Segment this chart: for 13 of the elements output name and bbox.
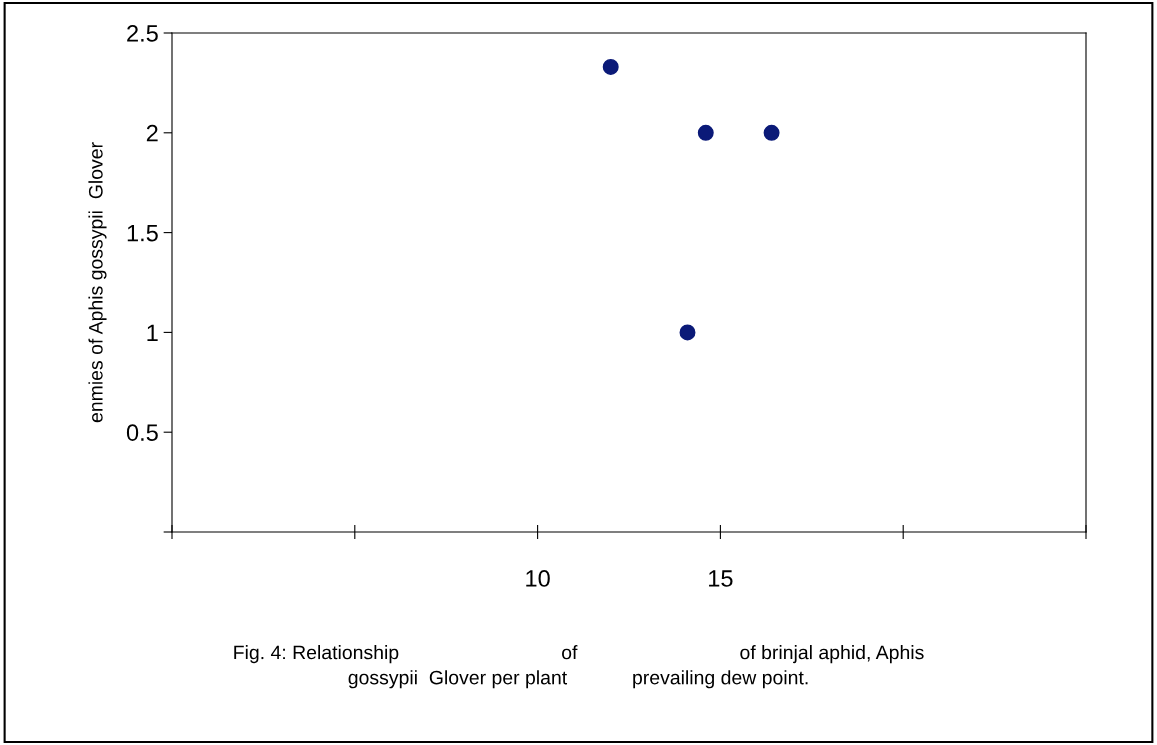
point — [763, 124, 780, 141]
y-tick-label: 2 — [146, 124, 158, 142]
x-tick-label: 10 — [526, 570, 550, 587]
y-tick-label: 1.5 — [127, 224, 158, 242]
point — [602, 58, 619, 75]
point — [697, 124, 714, 141]
point — [679, 324, 696, 341]
y-axis-title: enmies of Aphis gossypii Glover — [88, 142, 107, 423]
x-tick-label: 15 — [709, 570, 733, 587]
y-tick-label: 2.5 — [127, 25, 158, 42]
y-tick-label: 1 — [147, 324, 158, 341]
y-tick-label: 0.5 — [126, 424, 158, 441]
caption: Fig. 4: Relationship of of brinjal aphid, Aphis gossypii Glover per plant prevailing dew point. — [234, 645, 924, 689]
